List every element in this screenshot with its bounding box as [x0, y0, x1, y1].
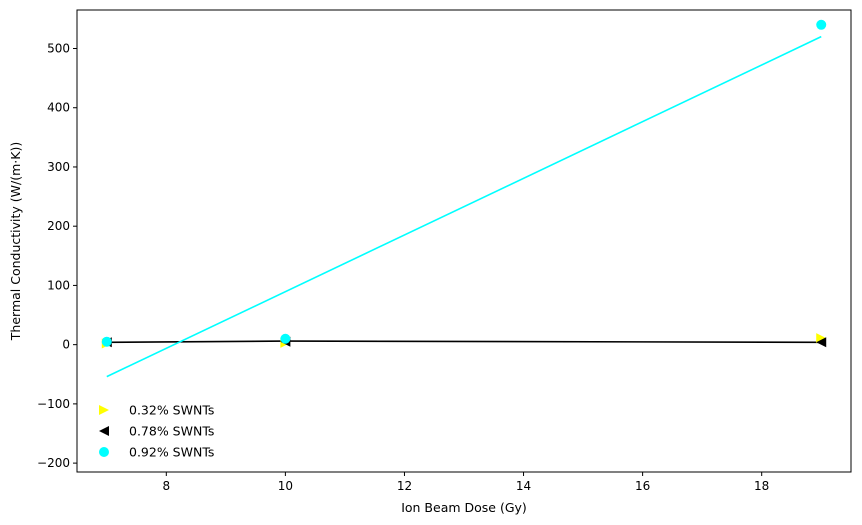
fit-line [106, 35, 822, 378]
legend-label: 0.32% SWNTs [129, 403, 214, 418]
x-tick-label: 10 [278, 479, 293, 493]
legend-label: 0.92% SWNTs [129, 445, 214, 460]
y-tick-label: 400 [47, 101, 70, 115]
data-point [101, 336, 112, 347]
data-point [816, 337, 827, 348]
x-tick-label: 16 [635, 479, 650, 493]
y-tick-label: −100 [37, 397, 70, 411]
y-tick-label: 300 [47, 160, 70, 174]
plot-area [101, 19, 827, 378]
axes-frame [76, 9, 852, 473]
legend-marker [99, 426, 109, 436]
legend-marker [99, 447, 109, 457]
legend-entry: 0.32% SWNTs [99, 403, 214, 418]
data-point [816, 333, 827, 344]
x-tick-label: 18 [754, 479, 769, 493]
legend-entry: 0.92% SWNTs [99, 445, 214, 460]
legend: 0.32% SWNTs 0.78% SWNTs 0.92% SWNTs [99, 403, 214, 460]
data-point [816, 19, 827, 30]
fit-line [106, 340, 822, 344]
x-tick-label: 12 [397, 479, 412, 493]
x-axis-label: Ion Beam Dose (Gy) [401, 500, 527, 515]
legend-marker [99, 405, 109, 415]
x-tick-label: 14 [516, 479, 531, 493]
x-axis-ticks: 8 10 12 14 16 18 [162, 472, 769, 493]
y-tick-label: 200 [47, 219, 70, 233]
y-axis-label: Thermal Conductivity (W/(m·K)) [8, 142, 23, 341]
y-tick-label: −200 [37, 456, 70, 470]
x-tick-label: 8 [162, 479, 170, 493]
y-tick-label: 500 [47, 42, 70, 56]
y-axis-ticks: −200 −100 0 100 200 300 400 500 [37, 42, 77, 470]
data-point [280, 333, 291, 344]
legend-label: 0.78% SWNTs [129, 424, 214, 439]
y-tick-label: 100 [47, 278, 70, 292]
y-tick-label: 0 [62, 338, 70, 352]
legend-entry: 0.78% SWNTs [99, 424, 214, 439]
